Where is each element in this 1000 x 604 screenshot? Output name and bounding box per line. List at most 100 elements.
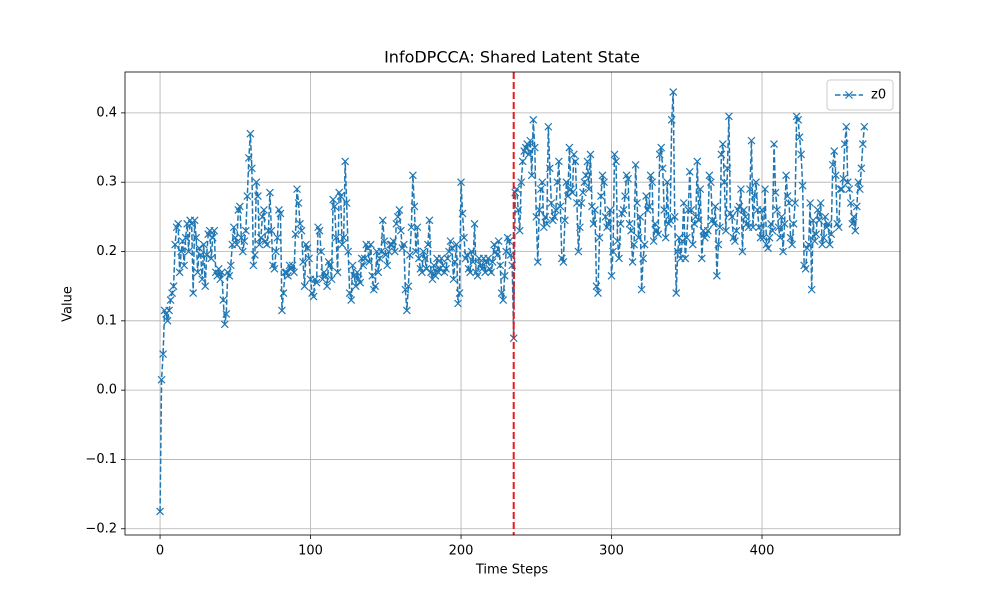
data-point	[804, 240, 813, 249]
data-point	[264, 226, 273, 235]
data-point	[715, 223, 724, 232]
data-point	[696, 185, 705, 194]
data-point	[595, 233, 604, 242]
data-point	[690, 219, 699, 228]
data-point	[684, 206, 693, 214]
data-point	[613, 237, 622, 246]
data-point	[198, 275, 207, 284]
data-point	[556, 202, 565, 211]
data-point	[630, 240, 639, 249]
data-point	[276, 209, 285, 218]
data-point	[256, 233, 265, 242]
data-point	[371, 282, 380, 291]
data-point	[774, 223, 783, 232]
data-point	[246, 129, 255, 138]
data-point	[353, 268, 362, 277]
data-point	[417, 268, 426, 277]
data-point	[845, 185, 854, 194]
data-point	[177, 247, 186, 256]
data-point	[828, 160, 837, 169]
data-point	[703, 226, 712, 235]
data-point	[694, 216, 703, 225]
data-point	[679, 199, 688, 207]
data-point	[779, 247, 787, 256]
data-point	[619, 206, 628, 214]
data-point	[598, 171, 607, 180]
y-tick-label: 0.1	[96, 313, 117, 328]
data-point	[810, 237, 819, 246]
data-point	[837, 185, 846, 194]
data-point	[843, 178, 852, 187]
data-point	[756, 233, 765, 242]
data-point	[240, 237, 249, 246]
data-point	[634, 233, 643, 242]
data-point	[830, 147, 839, 155]
data-point	[852, 202, 861, 211]
y-tick-label: 0.2	[96, 244, 117, 259]
data-point	[846, 199, 855, 207]
data-point	[724, 112, 733, 121]
data-point	[291, 230, 300, 239]
data-point	[771, 188, 780, 197]
data-point	[470, 219, 479, 228]
data-point	[368, 271, 377, 280]
data-point	[612, 157, 620, 166]
data-point	[247, 164, 256, 173]
data-point	[586, 150, 595, 159]
data-point	[396, 226, 405, 235]
data-point	[455, 289, 464, 298]
data-point	[767, 219, 775, 228]
data-point	[594, 289, 602, 298]
data-point	[232, 240, 241, 249]
data-point	[624, 174, 632, 183]
data-point	[839, 174, 848, 183]
data-point	[419, 247, 428, 256]
data-point	[550, 212, 559, 221]
data-point	[199, 240, 208, 249]
data-point	[425, 216, 434, 225]
data-point	[226, 261, 235, 270]
data-point	[265, 188, 274, 197]
data-point	[735, 202, 744, 211]
data-point	[524, 150, 533, 159]
data-point	[538, 178, 547, 187]
data-point	[616, 219, 625, 228]
data-point	[825, 240, 834, 249]
data-point	[326, 261, 335, 270]
data-point	[640, 240, 649, 249]
data-point	[502, 247, 511, 256]
data-point	[706, 178, 715, 187]
data-point	[404, 282, 413, 291]
data-point	[606, 206, 614, 214]
data-point	[192, 233, 201, 242]
data-point	[642, 192, 651, 200]
data-point	[816, 199, 825, 207]
x-tick-label: 100	[298, 544, 323, 559]
data-point	[259, 206, 268, 214]
data-point	[305, 254, 313, 263]
data-point	[687, 206, 696, 214]
data-point	[344, 247, 353, 256]
data-point	[454, 299, 462, 308]
data-point	[341, 157, 350, 166]
data-point	[488, 257, 497, 266]
data-point	[768, 226, 777, 235]
data-point	[446, 237, 455, 246]
data-point	[225, 271, 234, 280]
data-point	[681, 254, 690, 263]
data-point	[860, 122, 869, 131]
data-point	[294, 199, 303, 207]
data-point	[749, 223, 757, 232]
data-point	[812, 230, 821, 239]
data-point	[562, 178, 571, 187]
data-point	[672, 289, 681, 298]
data-point	[220, 320, 229, 329]
data-point	[607, 271, 616, 280]
y-tick-label: −0.1	[85, 452, 117, 467]
data-point	[842, 122, 851, 131]
data-point	[577, 199, 586, 207]
data-point	[794, 115, 803, 124]
data-point	[378, 216, 387, 225]
data-point	[563, 192, 572, 200]
data-point	[338, 240, 347, 249]
